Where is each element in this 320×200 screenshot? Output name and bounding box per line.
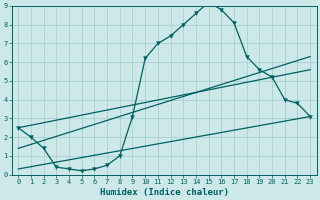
X-axis label: Humidex (Indice chaleur): Humidex (Indice chaleur): [100, 188, 229, 197]
